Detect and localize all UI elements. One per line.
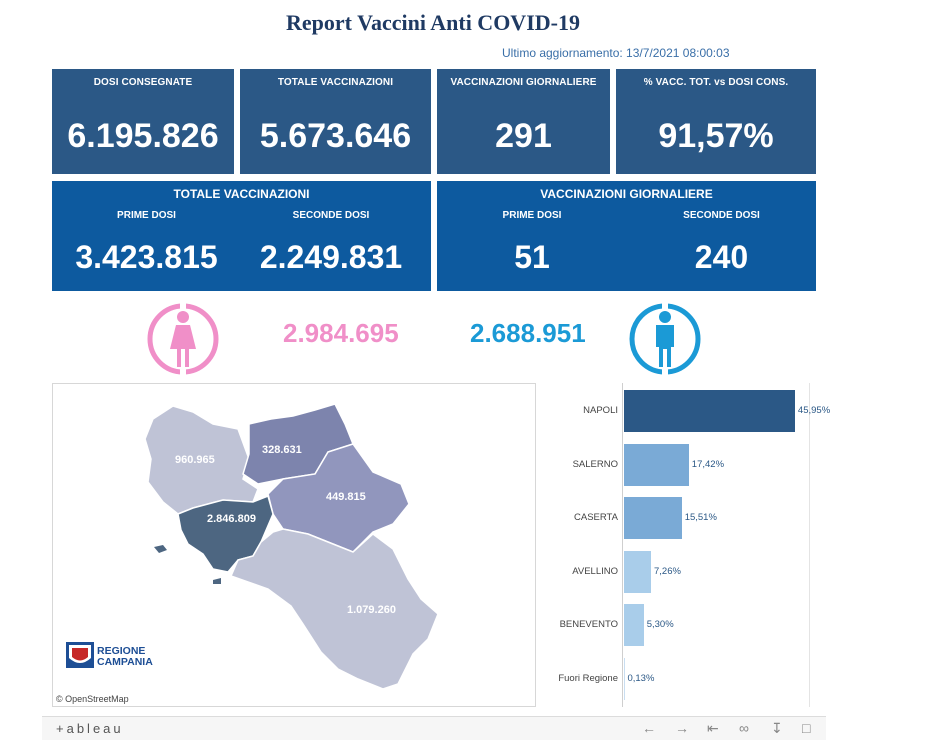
tableau-logo[interactable]: +ableau	[56, 721, 124, 736]
regione-campania-logo: REGIONE CAMPANIA	[66, 642, 153, 668]
male-count: 2.688.951	[470, 318, 586, 348]
map-label-salerno: 1.079.260	[347, 604, 396, 616]
province-salerno[interactable]	[229, 528, 439, 690]
bar-category-label: AVELLINO	[572, 565, 618, 577]
prime-dosi-label: PRIME DOSI	[502, 210, 562, 221]
share-icon[interactable]: ∞	[739, 720, 749, 736]
kpi-value: 91,57%	[658, 117, 774, 155]
totale-vaccinazioni-panel: TOTALE VACCINAZIONI PRIME DOSI 3.423.815…	[52, 181, 431, 291]
vaccinazioni-giornaliere-panel: VACCINAZIONI GIORNALIERE PRIME DOSI 51 S…	[437, 181, 816, 291]
page-title: Report Vaccini Anti COVID-19	[286, 10, 580, 35]
bar-avellino[interactable]	[624, 550, 651, 593]
revert-icon[interactable]: ⇤	[707, 720, 719, 736]
bar-value-label: 15,51%	[684, 512, 717, 523]
seconde-dosi-value: 2.249.831	[259, 239, 403, 275]
bar-category-label: NAPOLI	[583, 405, 618, 416]
prime-dosi-label: PRIME DOSI	[117, 210, 176, 221]
panel-heading: TOTALE VACCINAZIONI	[173, 187, 310, 201]
panel-heading: VACCINAZIONI GIORNALIERE	[540, 187, 713, 201]
bar-value-label: 45,95%	[797, 405, 831, 416]
prime-dosi-column: PRIME DOSI 3.423.815	[52, 210, 241, 276]
kpi-label: VACCINAZIONI GIORNALIERE	[450, 77, 597, 88]
seconde-dosi-label: SECONDE DOSI	[683, 210, 760, 221]
bar-value-label: 5,30%	[646, 619, 674, 630]
bar-value-label: 0,13%	[627, 672, 655, 684]
bar-salerno[interactable]	[624, 443, 689, 486]
logo-line-1: REGIONE	[97, 645, 145, 657]
map-label-caserta: 960.965	[175, 454, 215, 466]
bar-napoli[interactable]	[624, 390, 795, 432]
map-label-avellino: 449.815	[326, 491, 366, 503]
kpi-value: 6.195.826	[67, 117, 219, 155]
redo-icon[interactable]: →	[675, 720, 689, 736]
seconde-dosi-label: SECONDE DOSI	[292, 210, 370, 221]
tableau-toolbar: +ableau ← → ⇤ ∞ ↧ □	[42, 716, 826, 740]
download-icon[interactable]: ↧	[771, 720, 783, 736]
bar-category-label: CASERTA	[574, 512, 618, 523]
logo-line-2: CAMPANIA	[97, 656, 153, 668]
seconde-dosi-value: 240	[694, 239, 749, 275]
undo-icon[interactable]: ←	[642, 720, 656, 736]
map-label-napoli: 2.846.809	[207, 513, 256, 525]
fullscreen-icon[interactable]: □	[802, 720, 811, 736]
bar-category-label: Fuori Regione	[558, 672, 618, 684]
female-count: 2.984.695	[283, 318, 399, 348]
kpi-label: TOTALE VACCINAZIONI	[277, 77, 394, 88]
kpi-value: 5.673.646	[259, 117, 412, 155]
x-gridline	[809, 383, 810, 707]
female-icon	[147, 303, 219, 375]
prime-dosi-value: 51	[514, 239, 550, 275]
seconde-dosi-column: SECONDE DOSI 240	[627, 210, 816, 276]
bar-benevento[interactable]	[624, 604, 644, 646]
map-attribution: © OpenStreetMap	[56, 694, 129, 704]
last-updated: Ultimo aggiornamento: 13/7/2021 08:00:03	[502, 46, 730, 60]
kpi-label: % VACC. TOT. vs DOSI CONS.	[643, 77, 789, 88]
campania-map[interactable]: 960.965 328.631 449.815 2.846.809 1.079.…	[52, 383, 536, 707]
kpi-value: 291	[495, 117, 552, 155]
bar-fuori-regione[interactable]	[624, 657, 625, 700]
map-label-benevento: 328.631	[262, 444, 302, 456]
bar-category-label: BENEVENTO	[559, 619, 618, 630]
male-icon	[629, 303, 701, 375]
kpi-label: DOSI CONSEGNATE	[93, 77, 193, 88]
y-axis-line	[622, 383, 623, 707]
province-bar-chart: NAPOLI 45,95% SALERNO 17,42% CASERTA 15,51% AV…	[540, 383, 840, 707]
bar-caserta[interactable]	[624, 497, 682, 539]
prime-dosi-value: 3.423.815	[75, 239, 218, 275]
bar-category-label: SALERNO	[572, 458, 618, 470]
bar-value-label: 17,42%	[691, 458, 725, 470]
prime-dosi-column: PRIME DOSI 51	[437, 210, 627, 276]
kpi-dosi-consegnate: DOSI CONSEGNATE 6.195.826	[52, 69, 234, 174]
bar-value-label: 7,26%	[654, 565, 681, 577]
kpi-percent-vacc: % VACC. TOT. vs DOSI CONS. 91,57%	[616, 69, 816, 174]
kpi-totale-vaccinazioni: TOTALE VACCINAZIONI 5.673.646	[240, 69, 431, 174]
kpi-vaccinazioni-giornaliere: VACCINAZIONI GIORNALIERE 291	[437, 69, 610, 174]
seconde-dosi-column: SECONDE DOSI 2.249.831	[224, 210, 438, 276]
